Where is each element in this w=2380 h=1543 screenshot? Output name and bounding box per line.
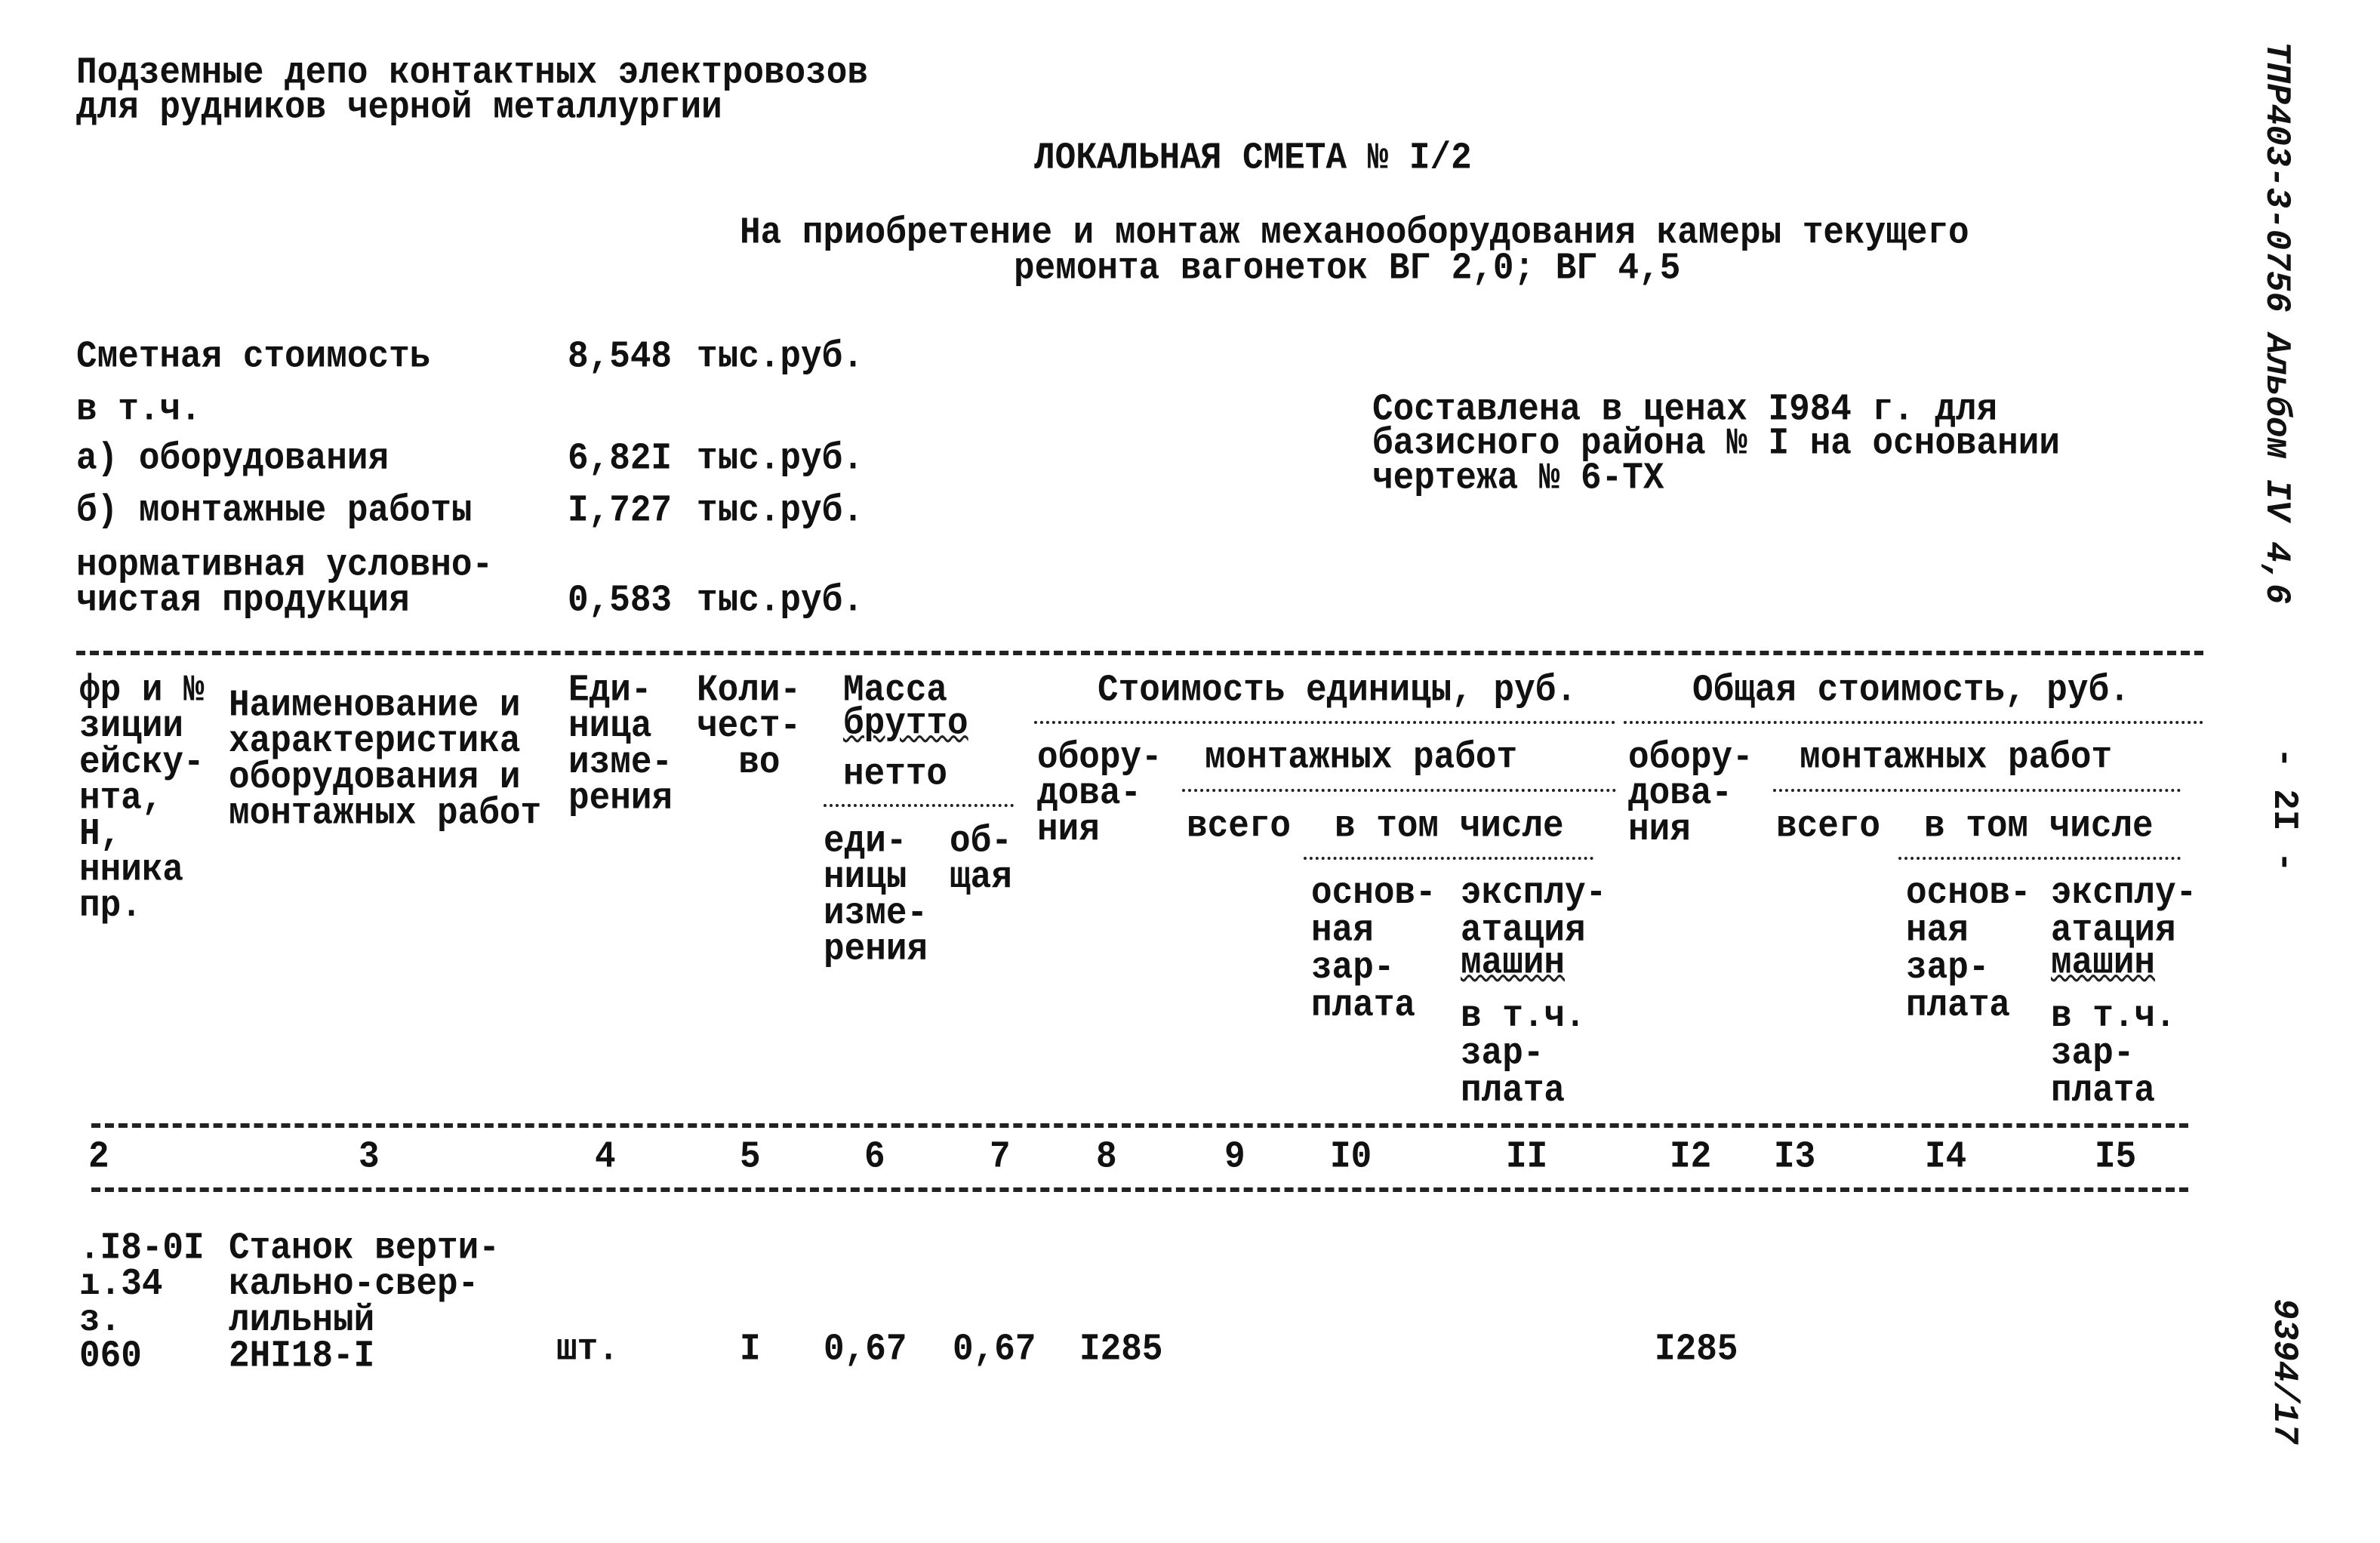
- header-total-cost: Общая стоимость, руб.: [1692, 669, 2130, 712]
- unit-mounting-divider: [1182, 789, 1616, 792]
- header-code: фр и № зиции ейску- нта, Н, нника пр.: [79, 669, 205, 927]
- summary-label-total: Сметная стоимость: [76, 335, 431, 378]
- column-number: 9: [1224, 1135, 1245, 1178]
- numbers-bottom-divider: [91, 1187, 2188, 1192]
- summary-unit-equipment: тыс.руб.: [697, 437, 864, 480]
- mass-divider: [824, 804, 1014, 807]
- subtitle-line-2: ремонта вагонеток ВГ 2,0; ВГ 4,5: [1014, 247, 1681, 290]
- header-unit-machines-2: машин: [1461, 941, 1566, 984]
- header-total-salary: основ- ная зар- плата: [1906, 871, 2031, 1027]
- row-mass-total: 0,67: [953, 1328, 1036, 1371]
- row-equipment-unit-cost: I285: [1079, 1328, 1163, 1371]
- header-total-machines: эксплу- атация: [2051, 871, 2197, 952]
- header-unit-cost: Стоимость единицы, руб.: [1098, 669, 1577, 712]
- summary-label-normative-2: чистая продукция: [76, 579, 410, 622]
- header-name: Наименование и характеристика оборудован…: [229, 684, 542, 835]
- price-note-1: Составлена в ценах I984 г. для: [1372, 388, 1998, 431]
- header-unit-incl-salary: в т.ч. зар- плата: [1461, 994, 1586, 1113]
- row-equipment-total-cost: I285: [1655, 1328, 1738, 1371]
- column-number: 5: [740, 1135, 761, 1178]
- table-top-divider: [76, 651, 2203, 655]
- summary-value-equipment: 6,82I: [568, 437, 673, 480]
- column-number: 3: [359, 1135, 380, 1178]
- header-unit-all: всего: [1187, 805, 1292, 848]
- header-mass-unit: еди- ницы изме- рения: [824, 820, 928, 971]
- album-reference: ТПР403-3-0756 Альбом IV 4,6: [2257, 42, 2296, 605]
- header-total-incl: в том числе: [1924, 805, 2154, 848]
- price-note-3: чертежа № 6-ТХ: [1372, 457, 1664, 500]
- header-total-machines-2: машин: [2051, 941, 2156, 984]
- header-total-all: всего: [1776, 805, 1881, 848]
- unit-cost-divider: [1034, 721, 1615, 724]
- summary-value-total: 8,548: [568, 335, 673, 378]
- header-qty: Коли- чест- во: [697, 669, 802, 784]
- total-mounting-divider: [1773, 789, 2181, 792]
- row-code: .I8-0I ı.34 з. 060: [79, 1227, 205, 1378]
- page-number: - 2I -: [2265, 747, 2304, 873]
- row-unit: шт.: [556, 1328, 619, 1371]
- header-unit-equipment: обору- дова- ния: [1037, 736, 1162, 851]
- column-number: II: [1506, 1135, 1548, 1178]
- unit-incl-divider: [1304, 857, 1593, 860]
- document-title: ЛОКАЛЬНАЯ СМЕТА № I/2: [1034, 137, 1472, 180]
- document-number: 9394/17: [2265, 1298, 2304, 1445]
- project-line-1: Подземные депо контактных электровозов: [76, 51, 868, 94]
- header-total-mounting: монтажных работ: [1800, 736, 2113, 779]
- header-brutto: брутто: [843, 702, 968, 745]
- header-bottom-divider: [91, 1123, 2188, 1128]
- summary-label-mounting: б) монтажные работы: [76, 489, 473, 532]
- column-number: 4: [595, 1135, 616, 1178]
- price-note-2: базисного района № I на основании: [1372, 422, 2060, 465]
- header-netto: нетто: [843, 753, 948, 796]
- summary-unit-normative: тыс.руб.: [697, 579, 864, 622]
- column-number: I2: [1670, 1135, 1712, 1178]
- header-unit-incl: в том числе: [1335, 805, 1564, 848]
- header-unit-salary: основ- ная зар- плата: [1311, 871, 1436, 1027]
- column-number: I4: [1925, 1135, 1967, 1178]
- column-number: 2: [88, 1135, 109, 1178]
- column-number: 6: [864, 1135, 885, 1178]
- summary-value-normative: 0,583: [568, 579, 673, 622]
- summary-label-equipment: а) оборудования: [76, 437, 389, 480]
- summary-value-mounting: I,727: [568, 489, 673, 532]
- header-unit: Еди- ница изме- рения: [568, 669, 673, 820]
- column-number: I3: [1774, 1135, 1816, 1178]
- header-total-equipment: обору- дова- ния: [1628, 736, 1753, 851]
- header-unit-mounting: монтажных работ: [1205, 736, 1518, 779]
- row-name: Станок верти- кально-свер- лильный 2НI18…: [229, 1227, 500, 1378]
- header-mass: Масса: [843, 669, 948, 712]
- header-total-incl-salary: в т.ч. зар- плата: [2051, 994, 2176, 1113]
- header-mass-total: об- щая: [950, 820, 1012, 899]
- column-number: 7: [990, 1135, 1011, 1178]
- subtitle-line-1: На приобретение и монтаж механооборудова…: [740, 211, 1969, 254]
- summary-unit-mounting: тыс.руб.: [697, 489, 864, 532]
- summary-unit-total: тыс.руб.: [697, 335, 864, 378]
- row-qty: I: [740, 1328, 761, 1371]
- row-mass-unit: 0,67: [824, 1328, 907, 1371]
- column-number: I0: [1330, 1135, 1372, 1178]
- header-unit-machines: эксплу- атация: [1461, 871, 1607, 952]
- summary-label-incl: в т.ч.: [76, 388, 202, 431]
- column-number: I5: [2095, 1135, 2137, 1178]
- project-line-2: для рудников черной металлургии: [76, 86, 722, 129]
- total-incl-divider: [1898, 857, 2181, 860]
- column-number: 8: [1096, 1135, 1117, 1178]
- summary-label-normative: нормативная условно-: [76, 544, 494, 587]
- total-cost-divider: [1624, 721, 2203, 724]
